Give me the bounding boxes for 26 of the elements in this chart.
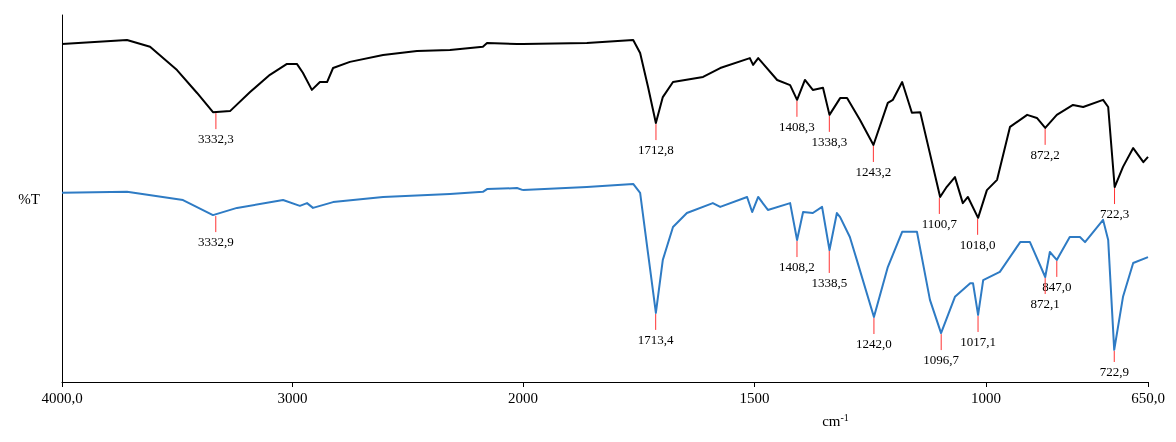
x-tick-label: 3000	[277, 389, 308, 406]
annotation: 1096,7	[923, 352, 960, 368]
annotation: 722,3	[1099, 206, 1130, 222]
annotation: 3332,3	[198, 131, 234, 147]
y-axis-title: %T	[18, 190, 40, 207]
annotation: 1017,1	[960, 333, 996, 349]
annotation: 872,1	[1030, 296, 1060, 311]
annotation: 3332,9	[197, 234, 234, 250]
annotation: 1338,3	[811, 133, 848, 149]
annotation: 1018,0	[959, 236, 996, 252]
annotation: 847,0	[1042, 278, 1072, 294]
x-tick-label: 1500	[739, 389, 770, 406]
annotation: 1242,0	[856, 336, 892, 352]
annotation: 1338,5	[811, 274, 848, 290]
annotation: 1408,3	[779, 118, 815, 134]
annotation: 1408,2	[779, 259, 815, 275]
annotation: 872,2	[1030, 146, 1060, 162]
x-tick-label: 4000,0	[41, 389, 83, 406]
annotation: 1713,4	[637, 331, 675, 347]
annotation: 1100,7	[921, 215, 958, 231]
annotation: 1712,8	[638, 142, 674, 158]
x-tick-label: 1000	[970, 389, 1001, 406]
annotation: 1243,2	[855, 163, 892, 179]
x-tick-label: 2000	[508, 389, 538, 406]
annotation: 722,9	[1099, 364, 1129, 379]
x-tick-label: 650,0	[1131, 389, 1165, 406]
